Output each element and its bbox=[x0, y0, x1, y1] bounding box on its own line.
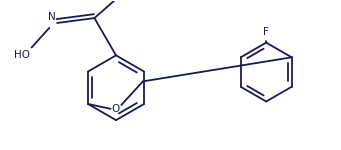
Text: F: F bbox=[263, 27, 269, 37]
Text: N: N bbox=[48, 12, 56, 22]
Text: HO: HO bbox=[14, 50, 30, 60]
Text: O: O bbox=[111, 104, 120, 114]
